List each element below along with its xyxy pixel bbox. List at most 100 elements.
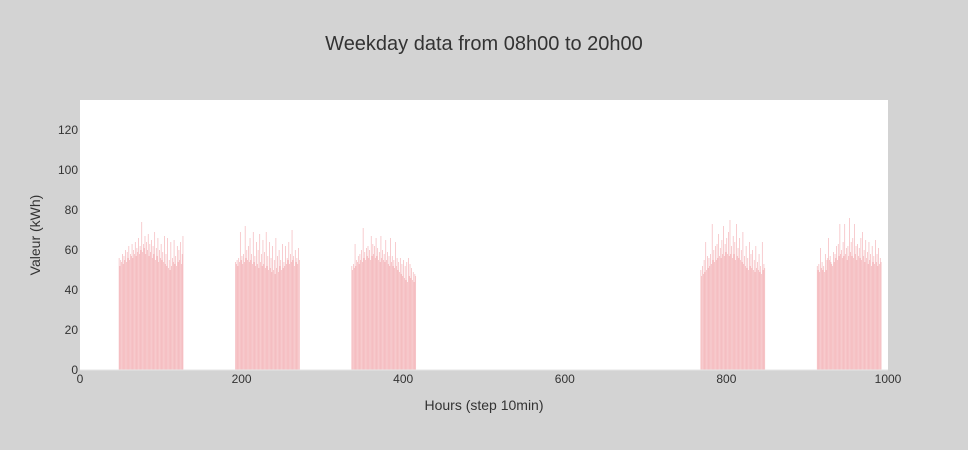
bar	[731, 246, 732, 370]
bar	[366, 256, 368, 370]
bar	[142, 252, 143, 370]
bar	[175, 256, 177, 370]
bar	[370, 260, 371, 370]
bar	[725, 252, 727, 370]
bar	[705, 242, 707, 370]
chart-title: Weekday data from 08h00 to 20h00	[325, 33, 643, 55]
bar	[168, 268, 169, 370]
bar	[871, 266, 872, 370]
bar	[735, 260, 736, 370]
bar	[741, 262, 743, 370]
bar	[146, 242, 147, 370]
bar	[750, 254, 752, 370]
bar	[729, 220, 731, 370]
bar	[157, 238, 159, 370]
bar	[875, 240, 876, 370]
bar	[290, 262, 292, 370]
bar	[756, 268, 757, 370]
bar	[757, 262, 758, 370]
bar	[415, 276, 417, 370]
y-tick-label: 60	[65, 243, 79, 257]
bar	[240, 260, 242, 370]
bar	[140, 250, 142, 370]
bar	[708, 258, 710, 370]
bar	[704, 272, 706, 370]
bar	[258, 268, 260, 370]
bar	[396, 258, 398, 370]
bar	[119, 266, 121, 370]
bar	[401, 264, 403, 370]
bar	[402, 276, 404, 370]
bar	[821, 262, 823, 370]
y-tick-label: 100	[58, 163, 78, 177]
bar	[873, 256, 875, 370]
bar	[839, 224, 841, 370]
bar	[246, 250, 248, 370]
bar	[121, 262, 122, 370]
bar	[823, 266, 825, 370]
bar	[259, 234, 261, 370]
bar	[763, 264, 765, 370]
bar	[736, 256, 738, 370]
bar	[162, 252, 164, 370]
bar	[400, 274, 402, 370]
bar	[716, 244, 718, 370]
bar	[295, 262, 297, 370]
bar	[367, 246, 369, 370]
bar	[118, 258, 120, 370]
bar	[360, 260, 362, 370]
bar	[182, 236, 184, 370]
bar	[133, 250, 135, 370]
bar	[123, 256, 125, 370]
bar	[710, 254, 711, 370]
bar	[847, 246, 849, 370]
bar	[167, 238, 168, 370]
bar	[143, 248, 145, 370]
bar	[370, 236, 372, 370]
bar	[829, 256, 831, 370]
bar	[819, 272, 821, 370]
bar	[265, 232, 267, 370]
bar	[394, 268, 395, 370]
y-tick-label: 120	[58, 123, 78, 137]
bar	[235, 262, 236, 370]
bar	[820, 248, 821, 370]
bar	[857, 244, 858, 370]
bar	[723, 226, 724, 370]
bar	[137, 252, 139, 370]
bar	[411, 268, 412, 370]
bar	[720, 258, 722, 370]
bar	[728, 256, 730, 370]
bar	[154, 232, 156, 370]
y-tick-label: 80	[65, 203, 79, 217]
bar	[388, 256, 390, 370]
bar	[403, 260, 404, 370]
bar	[830, 262, 832, 370]
bar	[255, 266, 257, 370]
bar	[827, 258, 829, 370]
bar	[740, 250, 742, 370]
bar	[748, 270, 749, 370]
bar	[880, 262, 882, 370]
bar	[383, 260, 384, 370]
bar	[383, 254, 385, 370]
bar	[298, 260, 300, 370]
bar	[727, 254, 728, 370]
bar	[404, 278, 405, 370]
bar	[180, 242, 181, 370]
bar	[730, 254, 732, 370]
bar	[263, 264, 265, 370]
bar	[744, 256, 745, 370]
bar	[389, 266, 391, 370]
bar	[382, 250, 383, 370]
bar	[361, 262, 363, 370]
bar	[144, 236, 146, 370]
bar	[286, 264, 287, 370]
bar	[715, 260, 717, 370]
bar	[707, 268, 709, 370]
bar	[176, 266, 177, 370]
bar	[257, 250, 259, 370]
bar	[274, 274, 276, 370]
bar	[147, 234, 149, 370]
bar	[410, 278, 412, 370]
